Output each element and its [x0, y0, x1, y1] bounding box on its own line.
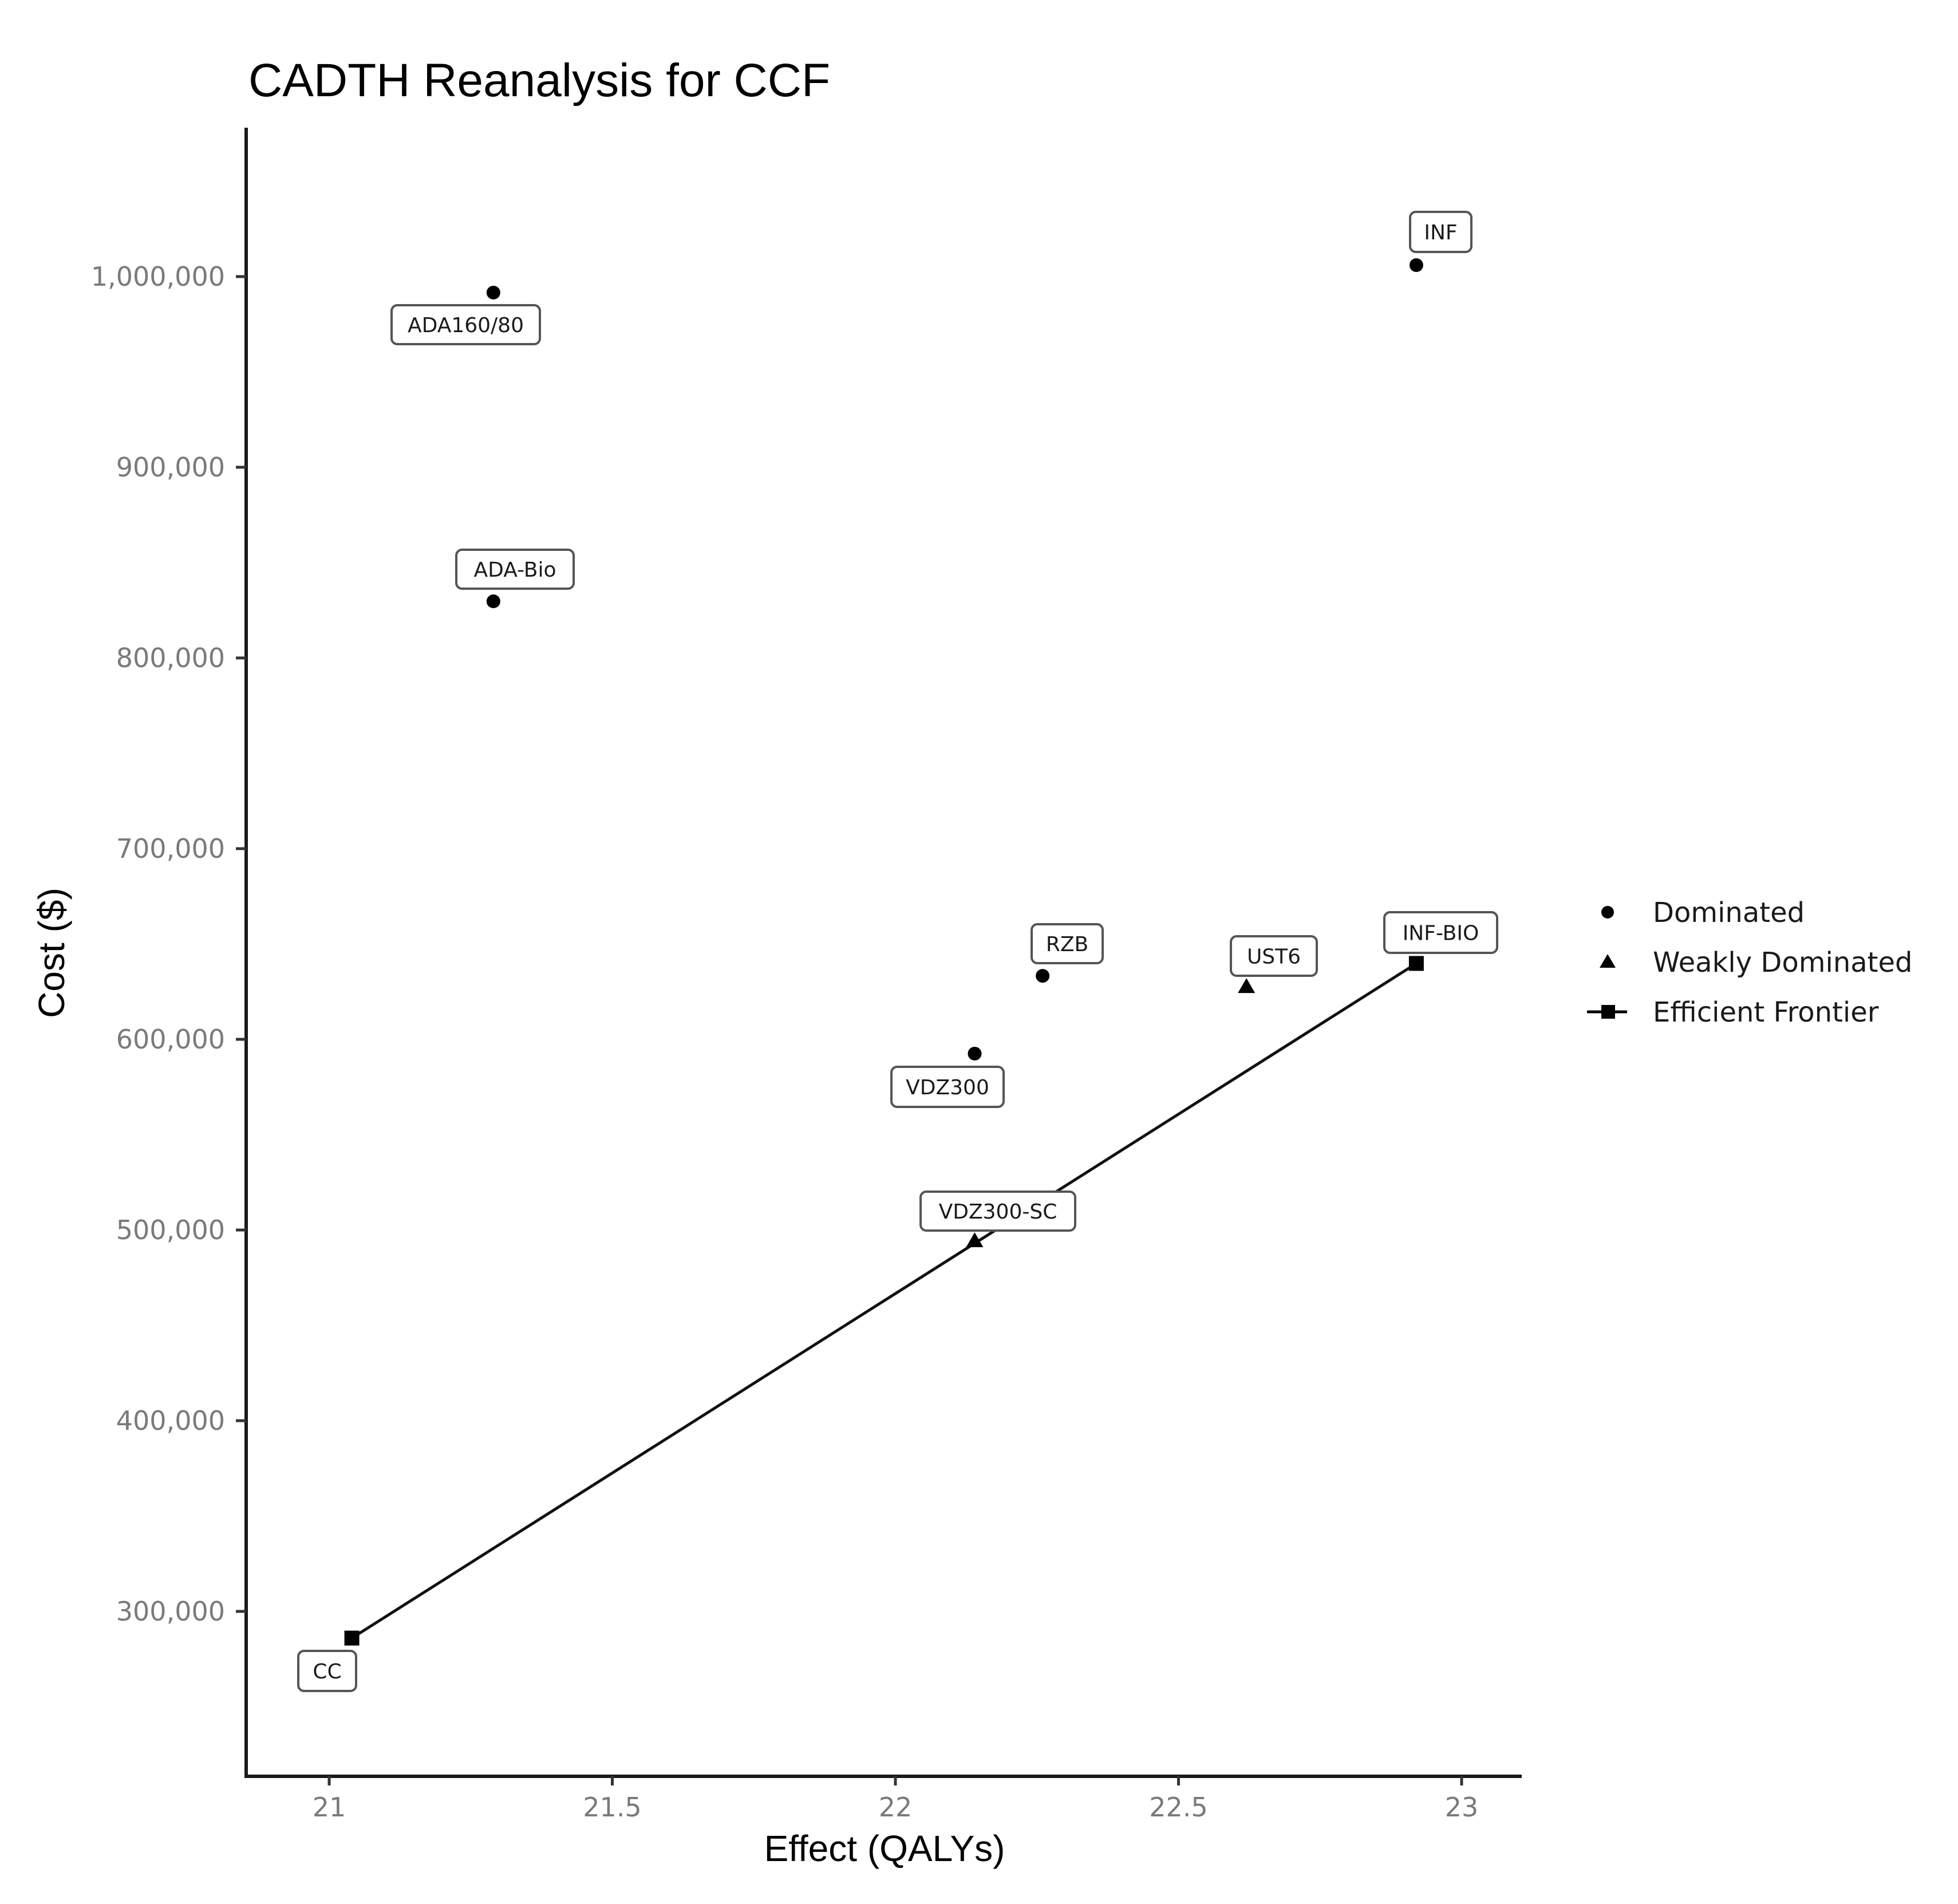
point-labels: CC ADA160/80 ADA-Bio VDZ300 VDZ300-SC RZB UST6…: [297, 211, 1498, 1692]
point-label: ADA160/80: [390, 304, 541, 345]
data-point-circle: [1409, 258, 1423, 273]
data-point-square: [1408, 956, 1424, 971]
point-label-box: [919, 1191, 1076, 1232]
y-tick-label: 700,000: [116, 833, 225, 864]
triangle-icon: [1600, 954, 1616, 968]
y-tick-label: 900,000: [116, 452, 225, 483]
data-point-circle: [486, 285, 500, 299]
square-icon: [1601, 1005, 1615, 1019]
y-tick-label: 300,000: [116, 1596, 225, 1627]
efficient-frontier-line: [351, 962, 1418, 1639]
point-label: RZB: [1031, 923, 1104, 964]
y-tick-label: 1,000,000: [91, 261, 225, 292]
point-label-text: VDZ300: [906, 1076, 989, 1099]
point-label-text: ADA-Bio: [474, 558, 556, 582]
point-label: UST6: [1230, 935, 1318, 977]
point-label-text: UST6: [1247, 945, 1301, 969]
x-axis-ticks: 21 21.5 22 22.5 23: [313, 1776, 1479, 1823]
point-label-box: [390, 304, 541, 345]
point-label-box: [1031, 923, 1104, 964]
legend-item-weakly-dominated: Weakly Dominated: [1600, 947, 1912, 979]
point-label-box: [1230, 935, 1318, 977]
y-tick-label: 500,000: [116, 1215, 225, 1245]
point-label-text: CC: [313, 1660, 341, 1684]
point-label-box: [890, 1066, 1005, 1108]
legend-item-dominated: Dominated: [1601, 897, 1805, 929]
legend-label: Dominated: [1653, 897, 1805, 929]
data-point-circle: [968, 1046, 982, 1061]
point-label-text: ADA160/80: [408, 314, 524, 337]
point-label-text: INF-BIO: [1403, 922, 1479, 945]
x-tick-label: 23: [1445, 1792, 1479, 1823]
data-point-triangle: [1238, 978, 1256, 994]
legend-item-efficient-frontier: Efficient Frontier: [1587, 996, 1879, 1028]
y-tick-label: 400,000: [116, 1405, 225, 1436]
legend-label: Efficient Frontier: [1653, 996, 1879, 1028]
data-point-circle: [1036, 969, 1050, 983]
point-label-box: [1383, 911, 1498, 954]
point-label-box: [455, 549, 575, 590]
point-label: CC: [297, 1650, 357, 1692]
y-axis-title: Cost ($): [31, 888, 72, 1018]
circle-icon: [1601, 906, 1614, 919]
point-label: INF: [1409, 211, 1473, 253]
x-tick-label: 21.5: [583, 1792, 641, 1823]
point-label-text: VDZ300-SC: [939, 1200, 1057, 1224]
point-label: INF-BIO: [1383, 911, 1498, 954]
x-tick-label: 21: [313, 1792, 346, 1823]
y-tick-label: 800,000: [116, 642, 225, 673]
point-label-text: INF: [1424, 221, 1457, 245]
y-tick-label: 600,000: [116, 1024, 225, 1055]
point-label: VDZ300-SC: [919, 1191, 1076, 1232]
axes: 300,000 400,000 500,000 600,000 700,000 800,0…: [91, 128, 1522, 1823]
point-label-box: [297, 1650, 357, 1692]
point-label-box: [1409, 211, 1473, 253]
x-tick-label: 22.5: [1149, 1792, 1207, 1823]
legend-label: Weakly Dominated: [1653, 947, 1912, 979]
x-axis-title: Effect (QALYs): [764, 1828, 1005, 1869]
data-point-triangle: [966, 1232, 984, 1247]
x-tick-label: 22: [879, 1792, 913, 1823]
chart-title: CADTH Reanalysis for CCF: [248, 54, 830, 107]
point-label-text: RZB: [1046, 933, 1088, 956]
y-axis-ticks: 300,000 400,000 500,000 600,000 700,000 800,0…: [91, 261, 246, 1627]
efficient-frontier-polyline: [351, 962, 1418, 1639]
data-points: [344, 258, 1424, 1646]
data-point-circle: [486, 594, 500, 609]
point-label: ADA-Bio: [455, 549, 575, 590]
point-label: VDZ300: [890, 1066, 1005, 1108]
legend: Dominated Weakly Dominated Efficient Front…: [1587, 897, 1912, 1028]
data-point-square: [344, 1630, 360, 1646]
